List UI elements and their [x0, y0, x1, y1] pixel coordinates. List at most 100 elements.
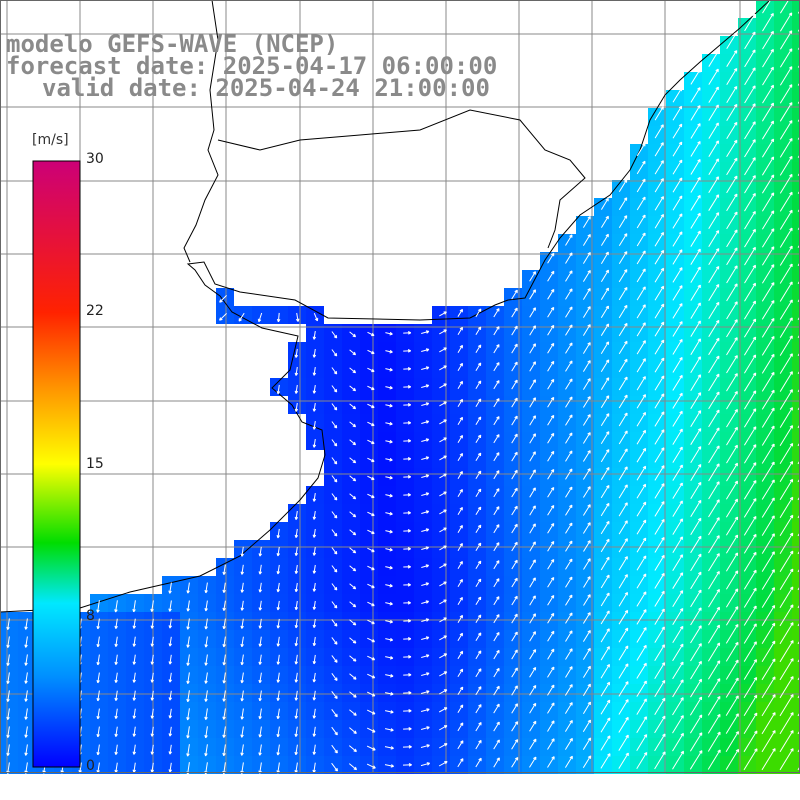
wind-arrow: [618, 376, 628, 391]
wind-arrow: [24, 618, 28, 630]
wind-arrow: [690, 678, 702, 698]
wind-arrow: [600, 215, 609, 228]
wind-arrow: [96, 636, 100, 648]
wind-arrow: [24, 672, 28, 684]
wind-arrow: [438, 761, 448, 767]
wind-arrow: [725, 516, 739, 536]
wind-arrow: [762, 30, 774, 50]
wind-arrow: [439, 491, 447, 497]
wind-arrow: [600, 628, 610, 643]
wind-arrow: [421, 528, 430, 532]
wind-arrow: [312, 636, 317, 647]
speed-cell: [792, 540, 800, 558]
wind-arrow: [493, 326, 500, 336]
wind-arrow: [457, 470, 463, 479]
wind-arrow: [132, 690, 137, 701]
wind-arrow: [654, 572, 665, 589]
wind-arrow: [600, 753, 611, 769]
wind-arrow: [6, 654, 10, 666]
wind-arrow: [6, 708, 10, 720]
wind-arrow: [493, 416, 500, 426]
wind-arrow: [312, 726, 317, 737]
speed-cell: [792, 342, 800, 360]
wind-arrow: [6, 744, 10, 756]
wind-arrow: [457, 308, 463, 317]
wind-arrow: [654, 213, 664, 229]
wind-arrow: [529, 523, 536, 534]
wind-arrow: [331, 439, 338, 447]
wind-arrow: [654, 357, 665, 373]
wind-arrow: [636, 429, 646, 445]
wind-arrow: [457, 524, 463, 533]
wind-arrow: [618, 627, 629, 643]
wind-arrow: [204, 582, 208, 594]
wind-arrow: [761, 748, 776, 771]
wind-arrow: [475, 757, 482, 768]
wind-arrow: [385, 331, 393, 336]
wind-arrow: [403, 655, 412, 659]
wind-arrow: [349, 565, 357, 572]
wind-arrow: [493, 739, 500, 750]
wind-arrow: [168, 708, 173, 719]
wind-arrow: [529, 702, 537, 714]
wind-arrow: [240, 708, 244, 720]
wind-arrow: [672, 392, 683, 409]
wind-arrow: [114, 708, 118, 719]
wind-arrow: [403, 403, 412, 407]
wind-arrow: [385, 421, 393, 426]
speed-cell: [792, 216, 800, 234]
wind-arrow: [529, 756, 537, 768]
wind-arrow: [618, 340, 628, 355]
wind-arrow: [689, 750, 703, 770]
wind-arrow: [384, 728, 394, 732]
wind-arrow: [367, 403, 375, 409]
wind-arrow: [600, 287, 609, 300]
wind-arrow: [654, 697, 666, 716]
wind-arrow: [475, 506, 482, 516]
wind-arrow: [636, 340, 646, 355]
wind-arrow: [582, 647, 591, 660]
wind-arrow: [439, 599, 447, 605]
wind-arrow: [385, 601, 393, 606]
wind-arrow: [690, 607, 702, 626]
wind-arrow: [761, 712, 776, 735]
wind-arrow: [690, 212, 701, 229]
wind-arrow: [600, 663, 610, 679]
wind-arrow: [457, 668, 464, 678]
wind-arrow: [726, 408, 738, 428]
wind-arrow: [744, 103, 756, 122]
wind-arrow: [96, 708, 100, 720]
wind-arrow: [672, 428, 683, 445]
wind-arrow: [565, 414, 573, 426]
wind-arrow: [761, 120, 774, 140]
wind-arrow: [294, 510, 299, 520]
wind-arrow: [312, 511, 317, 520]
wind-arrow: [294, 654, 299, 665]
wind-arrow: [761, 138, 775, 158]
wind-arrow: [312, 744, 317, 755]
wind-arrow: [726, 265, 738, 284]
wind-arrow: [403, 493, 411, 497]
wind-arrow: [385, 583, 393, 588]
wind-arrow: [511, 631, 518, 642]
wind-arrow: [565, 450, 573, 462]
wind-arrow: [618, 538, 628, 553]
wind-arrow: [761, 389, 775, 410]
wind-arrow: [744, 157, 756, 176]
speed-cell: [792, 756, 800, 774]
wind-arrow: [618, 681, 629, 697]
speed-cell: [792, 630, 800, 648]
wind-arrow: [565, 360, 573, 372]
wind-arrow: [511, 451, 518, 462]
wind-arrow: [547, 360, 555, 372]
wind-arrow: [421, 492, 430, 496]
wind-arrow: [547, 504, 555, 516]
wind-arrow: [240, 726, 244, 738]
wind-arrow: [672, 732, 684, 752]
wind-arrow: [744, 31, 756, 50]
wind-arrow: [348, 763, 358, 771]
wind-arrow: [276, 690, 280, 701]
wind-arrow: [744, 175, 756, 194]
wind-arrow: [743, 587, 757, 608]
wind-arrow: [779, 442, 794, 464]
